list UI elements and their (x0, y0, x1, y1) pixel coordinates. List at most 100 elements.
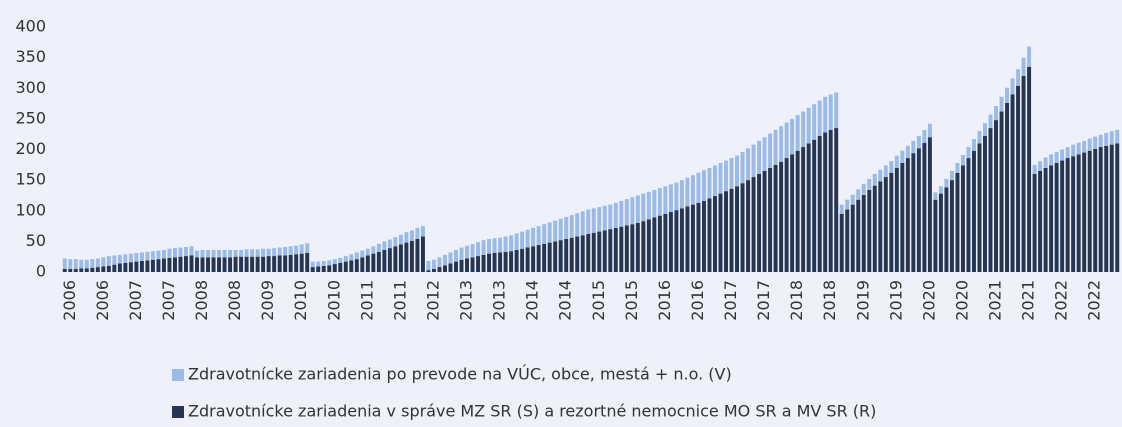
x-tick-label: 2011 (390, 280, 409, 321)
bar-segment (586, 234, 591, 272)
bar-segment (1093, 136, 1098, 149)
bar-segment (233, 256, 238, 272)
bar-segment (128, 262, 133, 272)
bar-segment (492, 253, 497, 272)
bar-segment (740, 151, 745, 184)
bar-segment (861, 194, 866, 272)
bar-segment (977, 131, 982, 144)
bar-segment (713, 196, 717, 272)
x-tick-label: 2010 (291, 280, 310, 321)
bar-segment (1038, 161, 1043, 171)
bar-segment (773, 164, 778, 272)
bar-segment (1115, 143, 1120, 272)
bar-segment (68, 268, 73, 272)
legend-label: Zdravotnícke zariadenia v správe MZ SR (… (188, 402, 876, 421)
bar-segment (988, 128, 993, 272)
bar-segment (481, 240, 486, 255)
bar-segment (795, 115, 800, 151)
x-tick-label: 2013 (457, 280, 476, 321)
bar-segment (73, 259, 78, 269)
bar-segment (332, 259, 337, 265)
bar-segment (272, 256, 277, 272)
bar-segment (365, 248, 370, 256)
x-tick-label: 2017 (754, 280, 773, 321)
bar-segment (927, 123, 932, 138)
bar-segment (701, 170, 706, 201)
bar-segment (646, 191, 651, 220)
bar-segment (983, 123, 987, 137)
bar-segment (139, 260, 144, 272)
bar-segment (437, 257, 442, 268)
bar-segment (944, 178, 949, 188)
bar-segment (1082, 152, 1087, 272)
bar-segment (211, 257, 216, 272)
bar-segment (217, 257, 222, 272)
bar-segment (823, 132, 828, 272)
bar-segment (343, 261, 348, 272)
y-tick-label: 400 (15, 17, 46, 36)
bar-segment (531, 227, 536, 247)
bar-segment (900, 150, 905, 163)
bar-segment (1087, 138, 1092, 151)
bar-segment (663, 186, 668, 214)
bar-segment (1098, 134, 1103, 148)
bar-segment (916, 148, 921, 272)
bar-segment (393, 246, 398, 272)
bar-segment (459, 247, 464, 260)
bar-segment (1032, 164, 1037, 174)
bar-segment (801, 147, 806, 272)
bar-segment (327, 260, 332, 266)
bar-segment (343, 256, 348, 262)
bar-segment (161, 249, 166, 259)
bar-segment (139, 252, 144, 261)
bar-segment (580, 211, 585, 236)
bar-segment (751, 144, 756, 178)
bar-segment (316, 261, 321, 267)
bar-segment (266, 248, 271, 257)
bar-segment (966, 158, 971, 272)
bar-segment (448, 263, 453, 272)
bar-segment (393, 237, 398, 247)
bar-segment (1027, 46, 1032, 67)
bar-segment (751, 177, 756, 272)
bar-segment (305, 253, 310, 272)
bar-segment (757, 140, 762, 174)
bar-segment (806, 143, 811, 272)
x-tick-label: 2018 (820, 280, 839, 321)
bar-segment (883, 165, 888, 178)
bar-segment (200, 257, 205, 272)
bar-segment (525, 247, 530, 272)
bar-segment (757, 174, 762, 272)
bar-segment (812, 104, 817, 140)
bar-segment (172, 257, 177, 272)
bar-segment (591, 232, 596, 272)
bar-segment (894, 167, 899, 272)
bar-segment (1005, 102, 1010, 272)
bar-segment (184, 256, 188, 272)
bar-segment (949, 170, 954, 181)
bar-segment (911, 140, 916, 154)
bar-segment (790, 154, 795, 272)
bar-segment (613, 227, 618, 272)
bar-segment (1005, 87, 1010, 103)
bar-segment (806, 107, 811, 144)
bar-segment (801, 111, 806, 148)
bar-segment (971, 139, 976, 151)
bar-segment (542, 224, 547, 244)
bar-segment (966, 147, 971, 159)
bar-segment (354, 252, 359, 260)
y-tick-label: 200 (15, 139, 46, 158)
bar-segment (933, 199, 938, 272)
bar-segment (900, 162, 905, 272)
x-tick-label: 2013 (490, 280, 509, 321)
bar-segment (321, 265, 326, 272)
bar-segment (321, 260, 326, 266)
x-tick-label: 2015 (589, 280, 608, 321)
x-tick-label: 2014 (556, 280, 575, 321)
bar-segment (454, 261, 458, 272)
y-tick-label: 350 (15, 47, 46, 66)
bar-segment (195, 257, 199, 272)
bar-segment (850, 204, 855, 272)
bar-segment (150, 259, 155, 272)
bar-segment (922, 142, 927, 272)
